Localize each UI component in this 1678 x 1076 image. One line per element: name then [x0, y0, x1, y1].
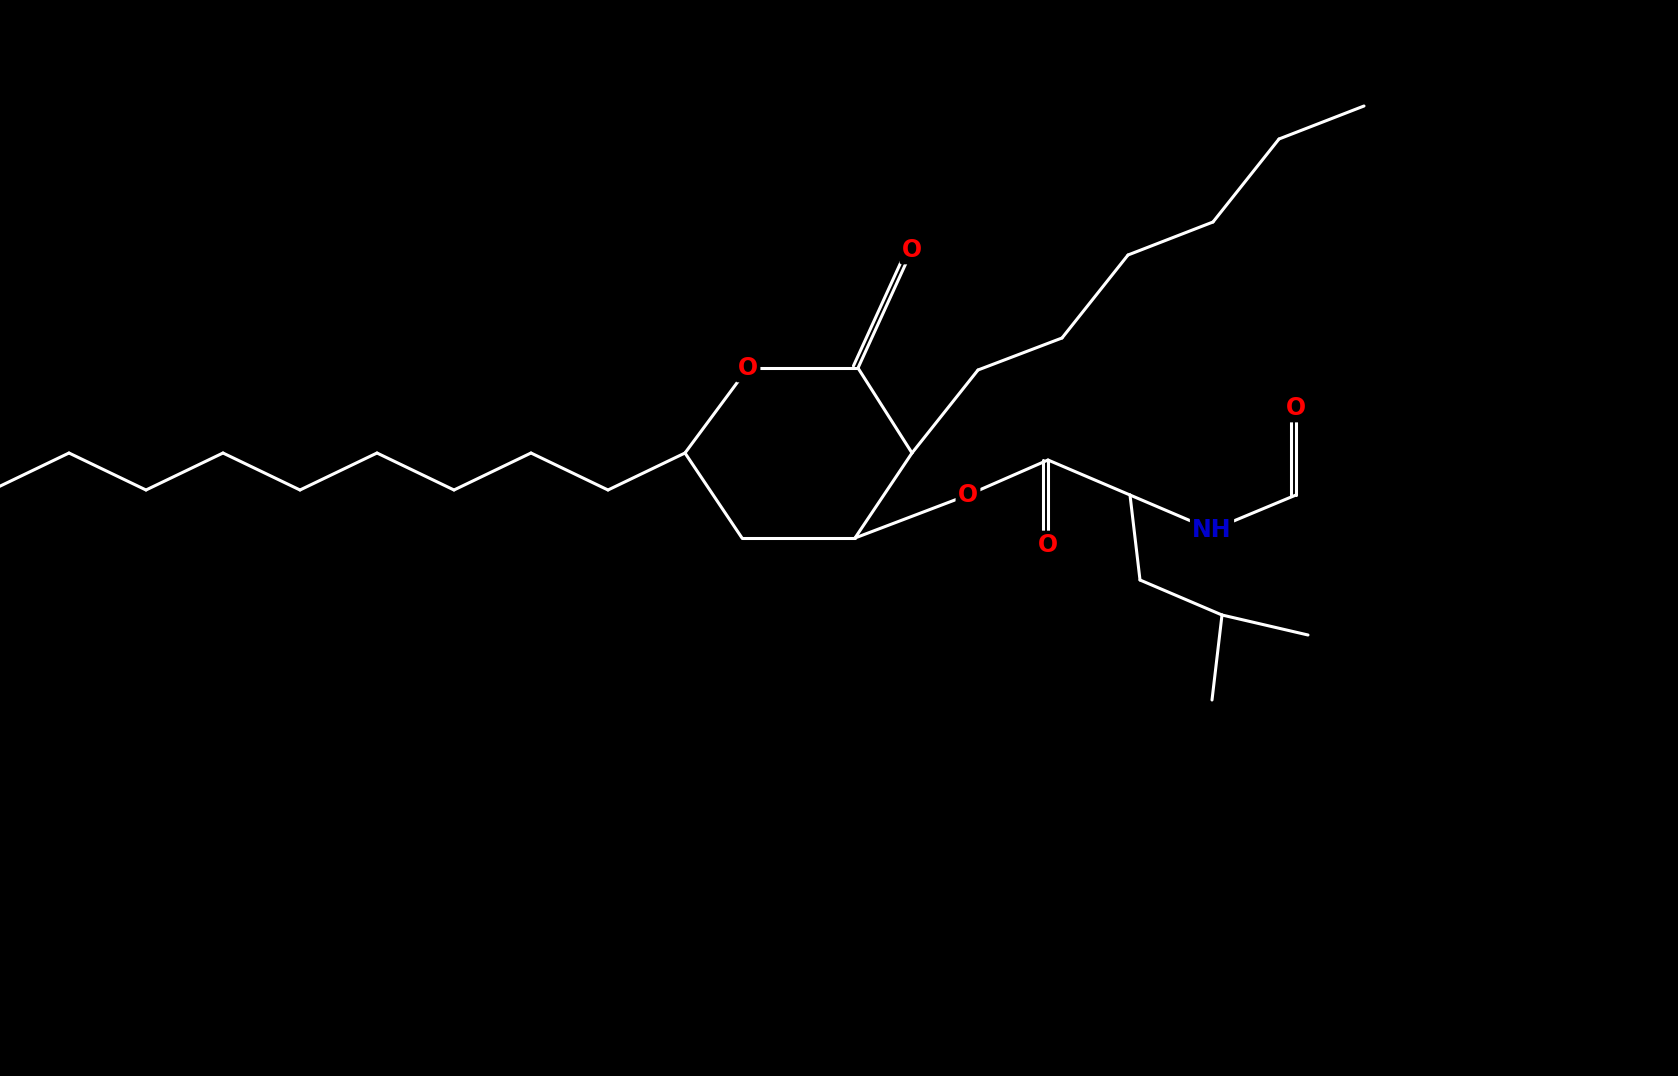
Text: O: O	[1039, 533, 1059, 557]
Text: O: O	[903, 238, 923, 261]
Text: O: O	[1285, 396, 1305, 420]
Text: O: O	[958, 483, 978, 507]
Text: O: O	[738, 356, 758, 380]
Text: NH: NH	[1193, 518, 1232, 542]
